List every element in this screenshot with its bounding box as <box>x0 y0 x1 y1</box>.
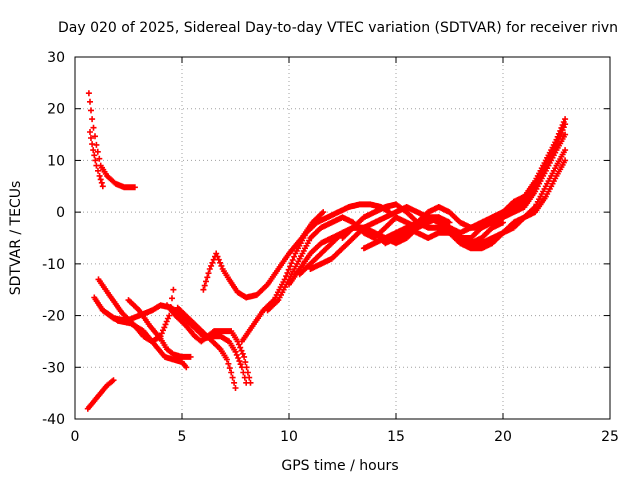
series-markers <box>85 90 138 191</box>
series-track-j <box>200 333 250 386</box>
x-tick-label: 10 <box>280 429 298 445</box>
series-track-l <box>238 201 393 345</box>
series-track-g <box>125 297 194 360</box>
series-track-b <box>87 129 106 190</box>
y-tick-label: 0 <box>56 205 65 221</box>
series-markers <box>84 377 117 412</box>
axis-ticks: 0 5 10 15 20 25 -40 -30 -20 -10 0 10 20 30 <box>42 50 619 445</box>
y-tick-label: -20 <box>42 309 65 325</box>
series-track-s <box>393 131 569 241</box>
series-markers <box>238 201 393 345</box>
y-tick-label: 20 <box>47 102 65 118</box>
plot-frame <box>74 56 611 420</box>
x-tick-label: 15 <box>387 429 405 445</box>
x-tick-label: 0 <box>71 429 80 445</box>
series-track-c <box>84 377 117 412</box>
series-markers <box>393 131 569 241</box>
series-track-f <box>99 307 190 371</box>
series-markers <box>125 297 194 360</box>
x-tick-label: 20 <box>494 429 512 445</box>
x-tick-label: 5 <box>178 429 187 445</box>
data-points <box>84 90 569 412</box>
y-tick-label: 30 <box>47 50 65 66</box>
x-tick-label: 25 <box>601 429 619 445</box>
chart-title: Day 020 of 2025, Sidereal Day-to-day VTE… <box>58 20 618 36</box>
series-markers <box>99 307 190 371</box>
series-track-a <box>85 90 138 191</box>
series-markers <box>87 129 106 190</box>
x-axis-title: GPS time / hours <box>281 458 398 474</box>
series-track-r <box>360 157 569 252</box>
y-axis-title: SDTVAR / TECUs <box>8 181 24 296</box>
y-tick-label: 10 <box>47 153 65 169</box>
y-tick-label: -40 <box>42 412 65 428</box>
y-tick-label: -10 <box>42 257 65 273</box>
y-tick-label: -30 <box>42 360 65 376</box>
series-markers <box>200 333 250 386</box>
series-markers <box>360 157 569 252</box>
